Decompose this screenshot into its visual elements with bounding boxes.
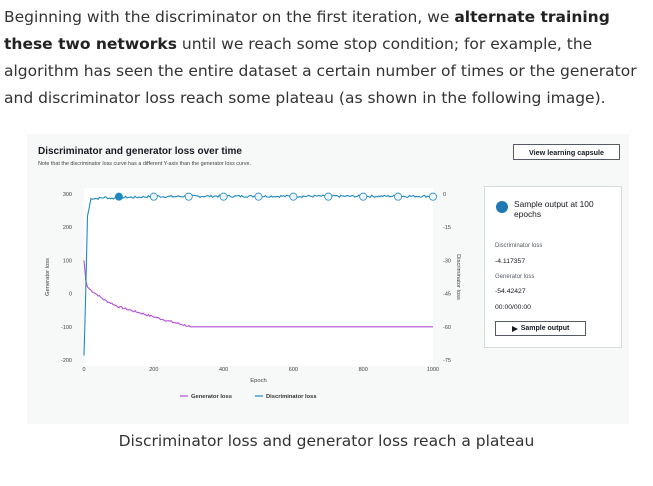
x-tick-label: 0 — [82, 367, 85, 373]
epoch-marker — [324, 192, 333, 201]
selected-epoch-marker — [114, 192, 123, 201]
epoch-marker — [254, 192, 263, 201]
x-tick-label: 400 — [219, 367, 228, 373]
view-learning-capsule-button[interactable]: View learning capsule — [513, 144, 620, 160]
epoch-marker — [219, 192, 228, 201]
panel-title: Discriminator and generator loss over ti… — [38, 146, 242, 157]
y-left-tick-label: -100 — [61, 325, 72, 331]
sample-output-label: Sample output — [520, 325, 570, 332]
disc-loss-label: Discriminator loss — [495, 243, 543, 249]
intro-text-end: until we reach some stop condition; for … — [4, 35, 637, 107]
generator-loss-line — [83, 260, 433, 328]
x-tick-label: 600 — [289, 367, 298, 373]
y-right-tick-label: -30 — [443, 258, 451, 264]
playback-time: 00:00/00:00 — [495, 304, 531, 311]
play-icon — [511, 325, 518, 332]
x-tick-label: 1000 — [427, 367, 439, 373]
sample-output-card: Sample output at 100 epochs Discriminato… — [484, 186, 622, 348]
chart-panel: Discriminator and generator loss over ti… — [27, 134, 629, 424]
figure-caption: Discriminator loss and generator loss re… — [118, 432, 535, 450]
y-right-tick-label: -60 — [443, 325, 451, 331]
sample-output-button[interactable]: Sample output — [495, 321, 586, 336]
x-tick-label: 800 — [359, 367, 368, 373]
intro-bold-text: alternate training these two networks — [4, 8, 610, 53]
y-right-tick-label: -75 — [443, 358, 451, 364]
sample-dot-icon — [496, 201, 508, 213]
intro-text-start: Beginning with the discriminator on the … — [4, 8, 455, 26]
panel-note: Note that the discriminator loss curve h… — [38, 161, 251, 167]
epoch-marker — [149, 192, 158, 201]
y-left-tick-label: 0 — [69, 292, 72, 298]
y-right-axis-label: Discriminator loss — [455, 254, 461, 300]
y-left-tick-label: 300 — [63, 192, 72, 198]
epoch-marker — [428, 192, 437, 201]
legend-label: Discriminator loss — [266, 394, 317, 400]
plot-area — [84, 188, 433, 366]
epoch-marker — [394, 192, 403, 201]
intro-paragraph: Beginning with the discriminator on the … — [4, 4, 649, 112]
epoch-marker — [289, 192, 298, 201]
y-right-tick-label: -15 — [443, 225, 451, 231]
x-axis-label: Epoch — [250, 378, 266, 384]
legend-label: Generator loss — [191, 394, 232, 400]
y-right-tick-label: -45 — [443, 292, 451, 298]
gen-loss-value: -54.42427 — [495, 288, 526, 295]
gen-loss-label: Generator loss — [495, 274, 535, 280]
y-left-axis-label: Generator loss — [45, 258, 51, 296]
disc-loss-value: -4.117357 — [495, 258, 526, 265]
y-left-tick-label: 200 — [63, 225, 72, 231]
y-right-tick-label: 0 — [443, 192, 446, 198]
sample-heading: Sample output at 100 epochs — [514, 199, 594, 219]
epoch-marker — [359, 192, 368, 201]
epoch-marker — [184, 192, 193, 201]
y-left-tick-label: -200 — [61, 358, 72, 364]
y-left-tick-label: 100 — [63, 258, 72, 264]
x-tick-label: 200 — [149, 367, 158, 373]
